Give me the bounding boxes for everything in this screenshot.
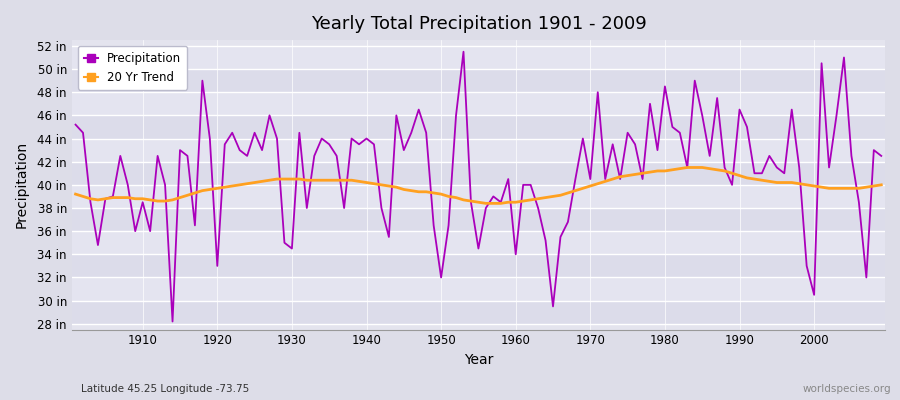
- Y-axis label: Precipitation: Precipitation: [15, 141, 29, 228]
- Bar: [72, 278, 885, 301]
- 20 Yr Trend: [510, 200, 521, 205]
- 20 Yr Trend: [518, 199, 528, 204]
- Precipitation: [302, 206, 312, 210]
- Legend: Precipitation, 20 Yr Trend: Precipitation, 20 Yr Trend: [77, 46, 187, 90]
- 20 Yr Trend: [682, 165, 693, 170]
- Text: Latitude 45.25 Longitude -73.75: Latitude 45.25 Longitude -73.75: [81, 384, 249, 394]
- 20 Yr Trend: [70, 192, 81, 196]
- Bar: [72, 69, 885, 92]
- Bar: [72, 208, 885, 231]
- Precipitation: [346, 136, 357, 141]
- Bar: [72, 254, 885, 278]
- 20 Yr Trend: [876, 182, 886, 187]
- Precipitation: [458, 49, 469, 54]
- Bar: [72, 231, 885, 254]
- Bar: [72, 46, 885, 69]
- 20 Yr Trend: [338, 178, 349, 183]
- Precipitation: [518, 182, 528, 187]
- Precipitation: [130, 229, 140, 234]
- Bar: [72, 92, 885, 115]
- Text: worldspecies.org: worldspecies.org: [803, 384, 891, 394]
- X-axis label: Year: Year: [464, 353, 493, 367]
- 20 Yr Trend: [481, 201, 491, 206]
- Bar: [72, 301, 885, 324]
- Bar: [72, 185, 885, 208]
- 20 Yr Trend: [294, 177, 305, 182]
- 20 Yr Trend: [130, 196, 140, 201]
- Precipitation: [615, 177, 626, 182]
- Bar: [72, 138, 885, 162]
- Line: Precipitation: Precipitation: [76, 52, 881, 322]
- 20 Yr Trend: [608, 177, 618, 182]
- Precipitation: [876, 154, 886, 158]
- Precipitation: [70, 122, 81, 127]
- Bar: [72, 162, 885, 185]
- Bar: [72, 115, 885, 138]
- Precipitation: [167, 319, 178, 324]
- Precipitation: [526, 182, 536, 187]
- Line: 20 Yr Trend: 20 Yr Trend: [76, 168, 881, 203]
- Title: Yearly Total Precipitation 1901 - 2009: Yearly Total Precipitation 1901 - 2009: [310, 15, 646, 33]
